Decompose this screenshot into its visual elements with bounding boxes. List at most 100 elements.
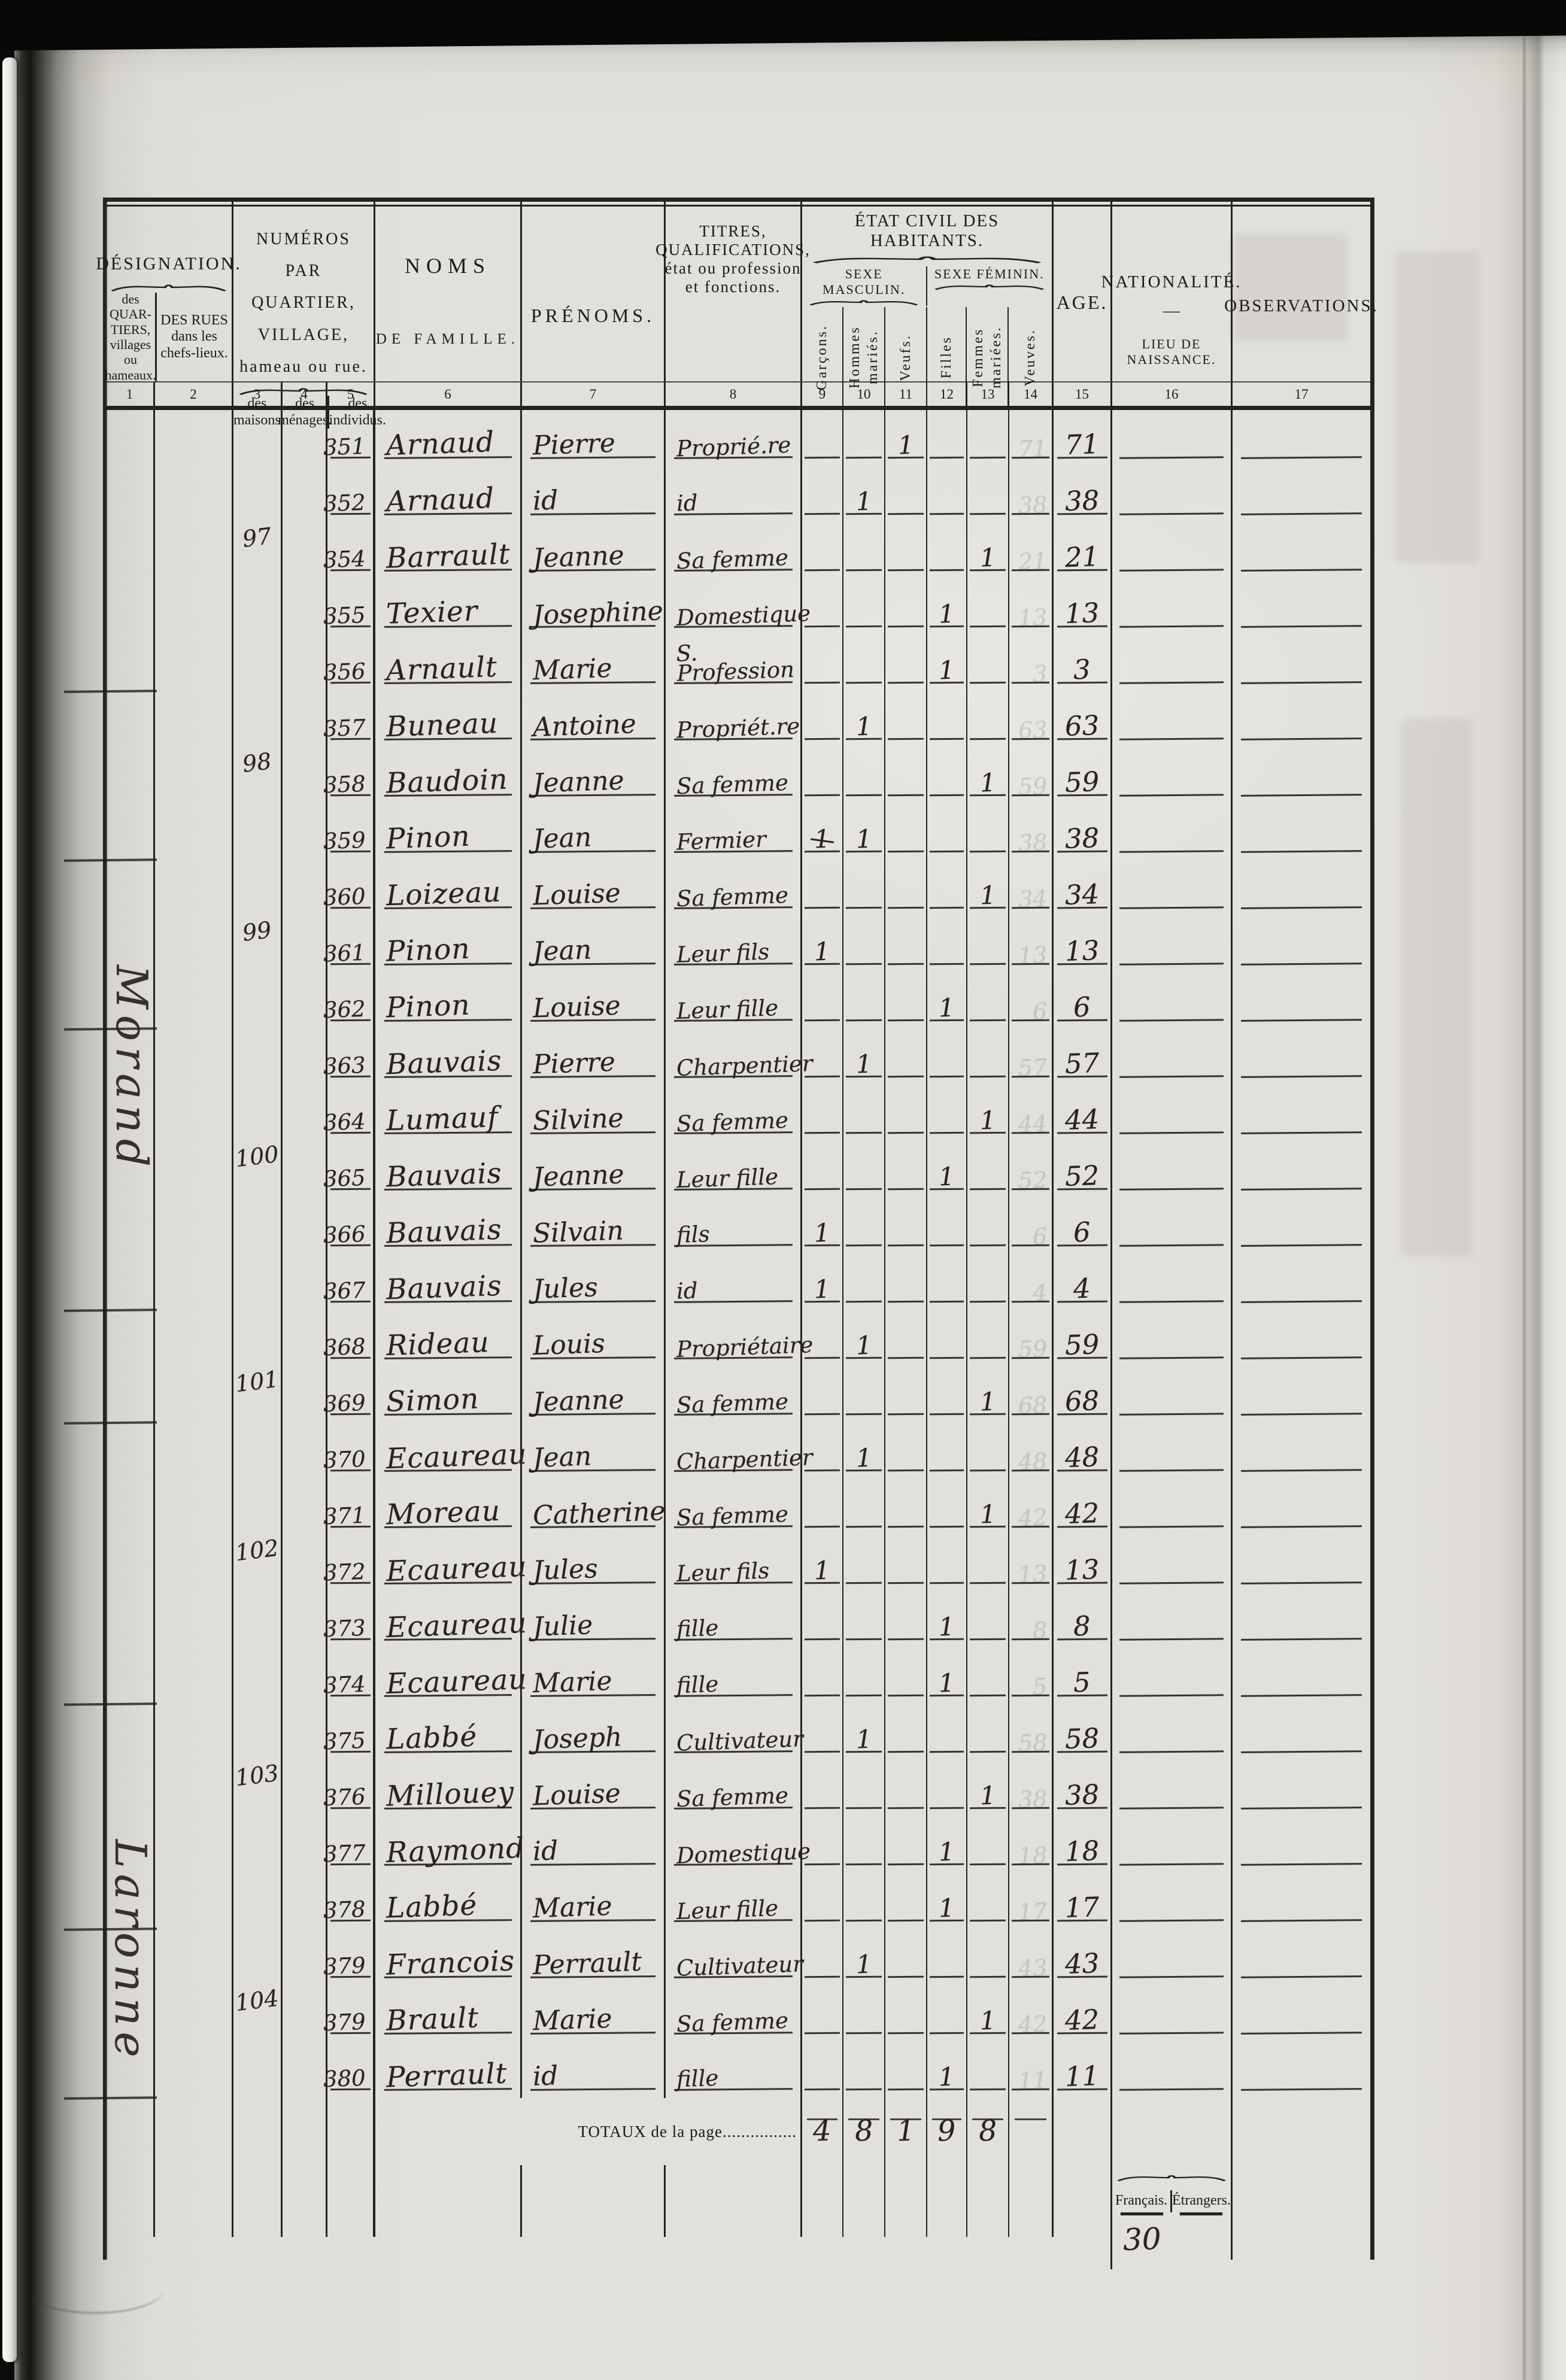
row-cell-f xyxy=(927,1254,967,1310)
handwritten-maison: 99 xyxy=(241,916,274,946)
col-number: 16 xyxy=(1112,381,1233,410)
handwritten-f: 1 xyxy=(938,992,955,1023)
row-cell-titre: Propriétaire xyxy=(666,1310,814,1367)
row-cell-nom: Brault xyxy=(375,1986,522,2042)
row-cell-nom: Bauvais xyxy=(375,1198,522,1254)
row-cell-hm xyxy=(843,1873,885,1929)
row-cell-nom: Arnault xyxy=(375,635,522,691)
row-cell-maison xyxy=(233,1085,283,1142)
row-cell-f: 1 xyxy=(927,1592,967,1648)
row-cell-blank xyxy=(155,410,233,466)
handwritten-age: 4 xyxy=(1073,1272,1091,1304)
row-cell-v xyxy=(885,860,927,916)
row-cell-blank xyxy=(283,1479,327,1535)
handwritten-f: 1 xyxy=(938,599,955,629)
row-cell-maison xyxy=(233,804,283,860)
handwritten-age: 38 xyxy=(1064,821,1100,855)
row-cell-v xyxy=(885,916,927,973)
row-cell-fm xyxy=(967,973,1009,1029)
row-cell-maison xyxy=(233,1592,283,1648)
row-cell-v xyxy=(885,748,927,804)
row-cell-titre: Leur fils xyxy=(666,1535,802,1592)
footer-cell-blank xyxy=(1009,2165,1054,2237)
col-number: 15 xyxy=(1054,381,1112,410)
handwritten-age: 3 xyxy=(1073,653,1091,685)
row-cell-maison xyxy=(233,2042,283,2098)
noms-title: NOMS xyxy=(404,254,491,278)
row-cell-vv: 59 xyxy=(1009,1310,1054,1367)
row-cell-blank xyxy=(106,860,155,916)
header-etat-civil: ÉTAT CIVIL DES HABITANTS. SEXE MASCULIN.… xyxy=(802,202,1054,408)
row-cell-blank xyxy=(283,1310,327,1367)
bleedthrough-ghost: 42 xyxy=(1017,2010,1048,2038)
row-cell-v xyxy=(885,523,927,579)
row-cell-v xyxy=(885,804,927,860)
row-cell-nom: Bauvais xyxy=(375,1029,522,1085)
handwritten-titre: Propriét.re xyxy=(676,713,800,743)
row-cell-fm xyxy=(967,916,1009,973)
handwritten-no: 377 xyxy=(323,1839,366,1867)
row-cell-blank xyxy=(1112,635,1233,691)
row-cell-prenom: Jeanne xyxy=(522,1142,666,1198)
row-cell-fm xyxy=(967,466,1009,523)
row-cell-g xyxy=(802,410,843,466)
row-cell-prenom: Josephine xyxy=(522,579,666,635)
row-cell-fm xyxy=(967,1929,1009,1986)
row-cell-blank xyxy=(1112,1648,1233,1704)
row-cell-blank xyxy=(155,579,233,635)
row-cell-blank xyxy=(106,1648,155,1704)
row-cell-blank xyxy=(155,1085,233,1142)
handwritten-nom: Texier xyxy=(386,594,479,631)
row-cell-no: 356 xyxy=(323,635,375,691)
row-cell-hm: 1 xyxy=(843,804,885,860)
femmes-mariees-label: Femmes mariées. xyxy=(970,326,1004,389)
handwritten-nom: Raymond xyxy=(386,1831,526,1869)
row-cell-v xyxy=(885,1085,927,1142)
bleedthrough-ghost: 59 xyxy=(1017,772,1048,800)
handwritten-no: 356 xyxy=(323,658,366,685)
handwritten-maison: 98 xyxy=(241,748,274,778)
row-cell-no: 359 xyxy=(323,804,375,860)
row-cell-v xyxy=(885,2042,927,2098)
row-cell-titre: Sa femme xyxy=(666,748,802,804)
bleedthrough-ghost: 43 xyxy=(1017,1954,1048,1982)
bleedthrough-ghost: 17 xyxy=(1017,1898,1048,1926)
row-cell-hm xyxy=(843,1085,885,1142)
row-cell-hm xyxy=(843,1535,885,1592)
row-cell-blank xyxy=(155,1310,233,1367)
row-cell-blank xyxy=(283,1592,327,1648)
row-cell-blank xyxy=(155,1479,233,1535)
row-cell-f: 1 xyxy=(927,1873,967,1929)
handwritten-titre: Sa femme xyxy=(676,1107,789,1137)
row-cell-v xyxy=(885,1310,927,1367)
row-cell-titre: Cultivateur xyxy=(666,1929,804,1986)
col-number: 4 xyxy=(283,381,327,410)
garcons-label: Garçons. xyxy=(814,324,830,390)
handwritten-fm: 1 xyxy=(979,1780,997,1811)
row-cell-vv: 6 xyxy=(1009,973,1054,1029)
bleedthrough-ghost: 4 xyxy=(1032,1279,1048,1307)
row-cell-nom: Buneau xyxy=(375,691,522,748)
handwritten-hm: 1 xyxy=(855,1724,873,1754)
handwritten-hm: 1 xyxy=(855,824,873,854)
col-number: 1 xyxy=(106,381,155,410)
row-cell-blank xyxy=(155,1367,233,1423)
row-cell-blank xyxy=(1233,466,1370,523)
handwritten-age: 52 xyxy=(1064,1159,1100,1192)
handwritten-no: 366 xyxy=(323,1221,366,1248)
bleedthrough-ghost: 68 xyxy=(1017,1391,1048,1419)
row-cell-g: 1 xyxy=(802,1198,843,1254)
row-cell-age: 38 xyxy=(1054,804,1112,860)
nationality-rules xyxy=(1112,2212,1231,2215)
handwritten-titre: Domestique xyxy=(676,1838,811,1869)
handwritten-prenom: Louise xyxy=(532,1778,621,1812)
handwritten-age: 59 xyxy=(1064,765,1100,799)
bleedthrough-ghost: 42 xyxy=(1017,1504,1048,1532)
row-cell-blank xyxy=(1233,1479,1370,1535)
bleedthrough-ghost: 13 xyxy=(1017,603,1048,632)
row-cell-titre: Proprié.re xyxy=(666,410,802,466)
row-cell-prenom: Jeanne xyxy=(522,523,666,579)
handwritten-titre: Sa femme xyxy=(676,1388,789,1418)
row-cell-blank xyxy=(283,1704,327,1760)
totals-cell-blank xyxy=(1112,2098,1233,2165)
